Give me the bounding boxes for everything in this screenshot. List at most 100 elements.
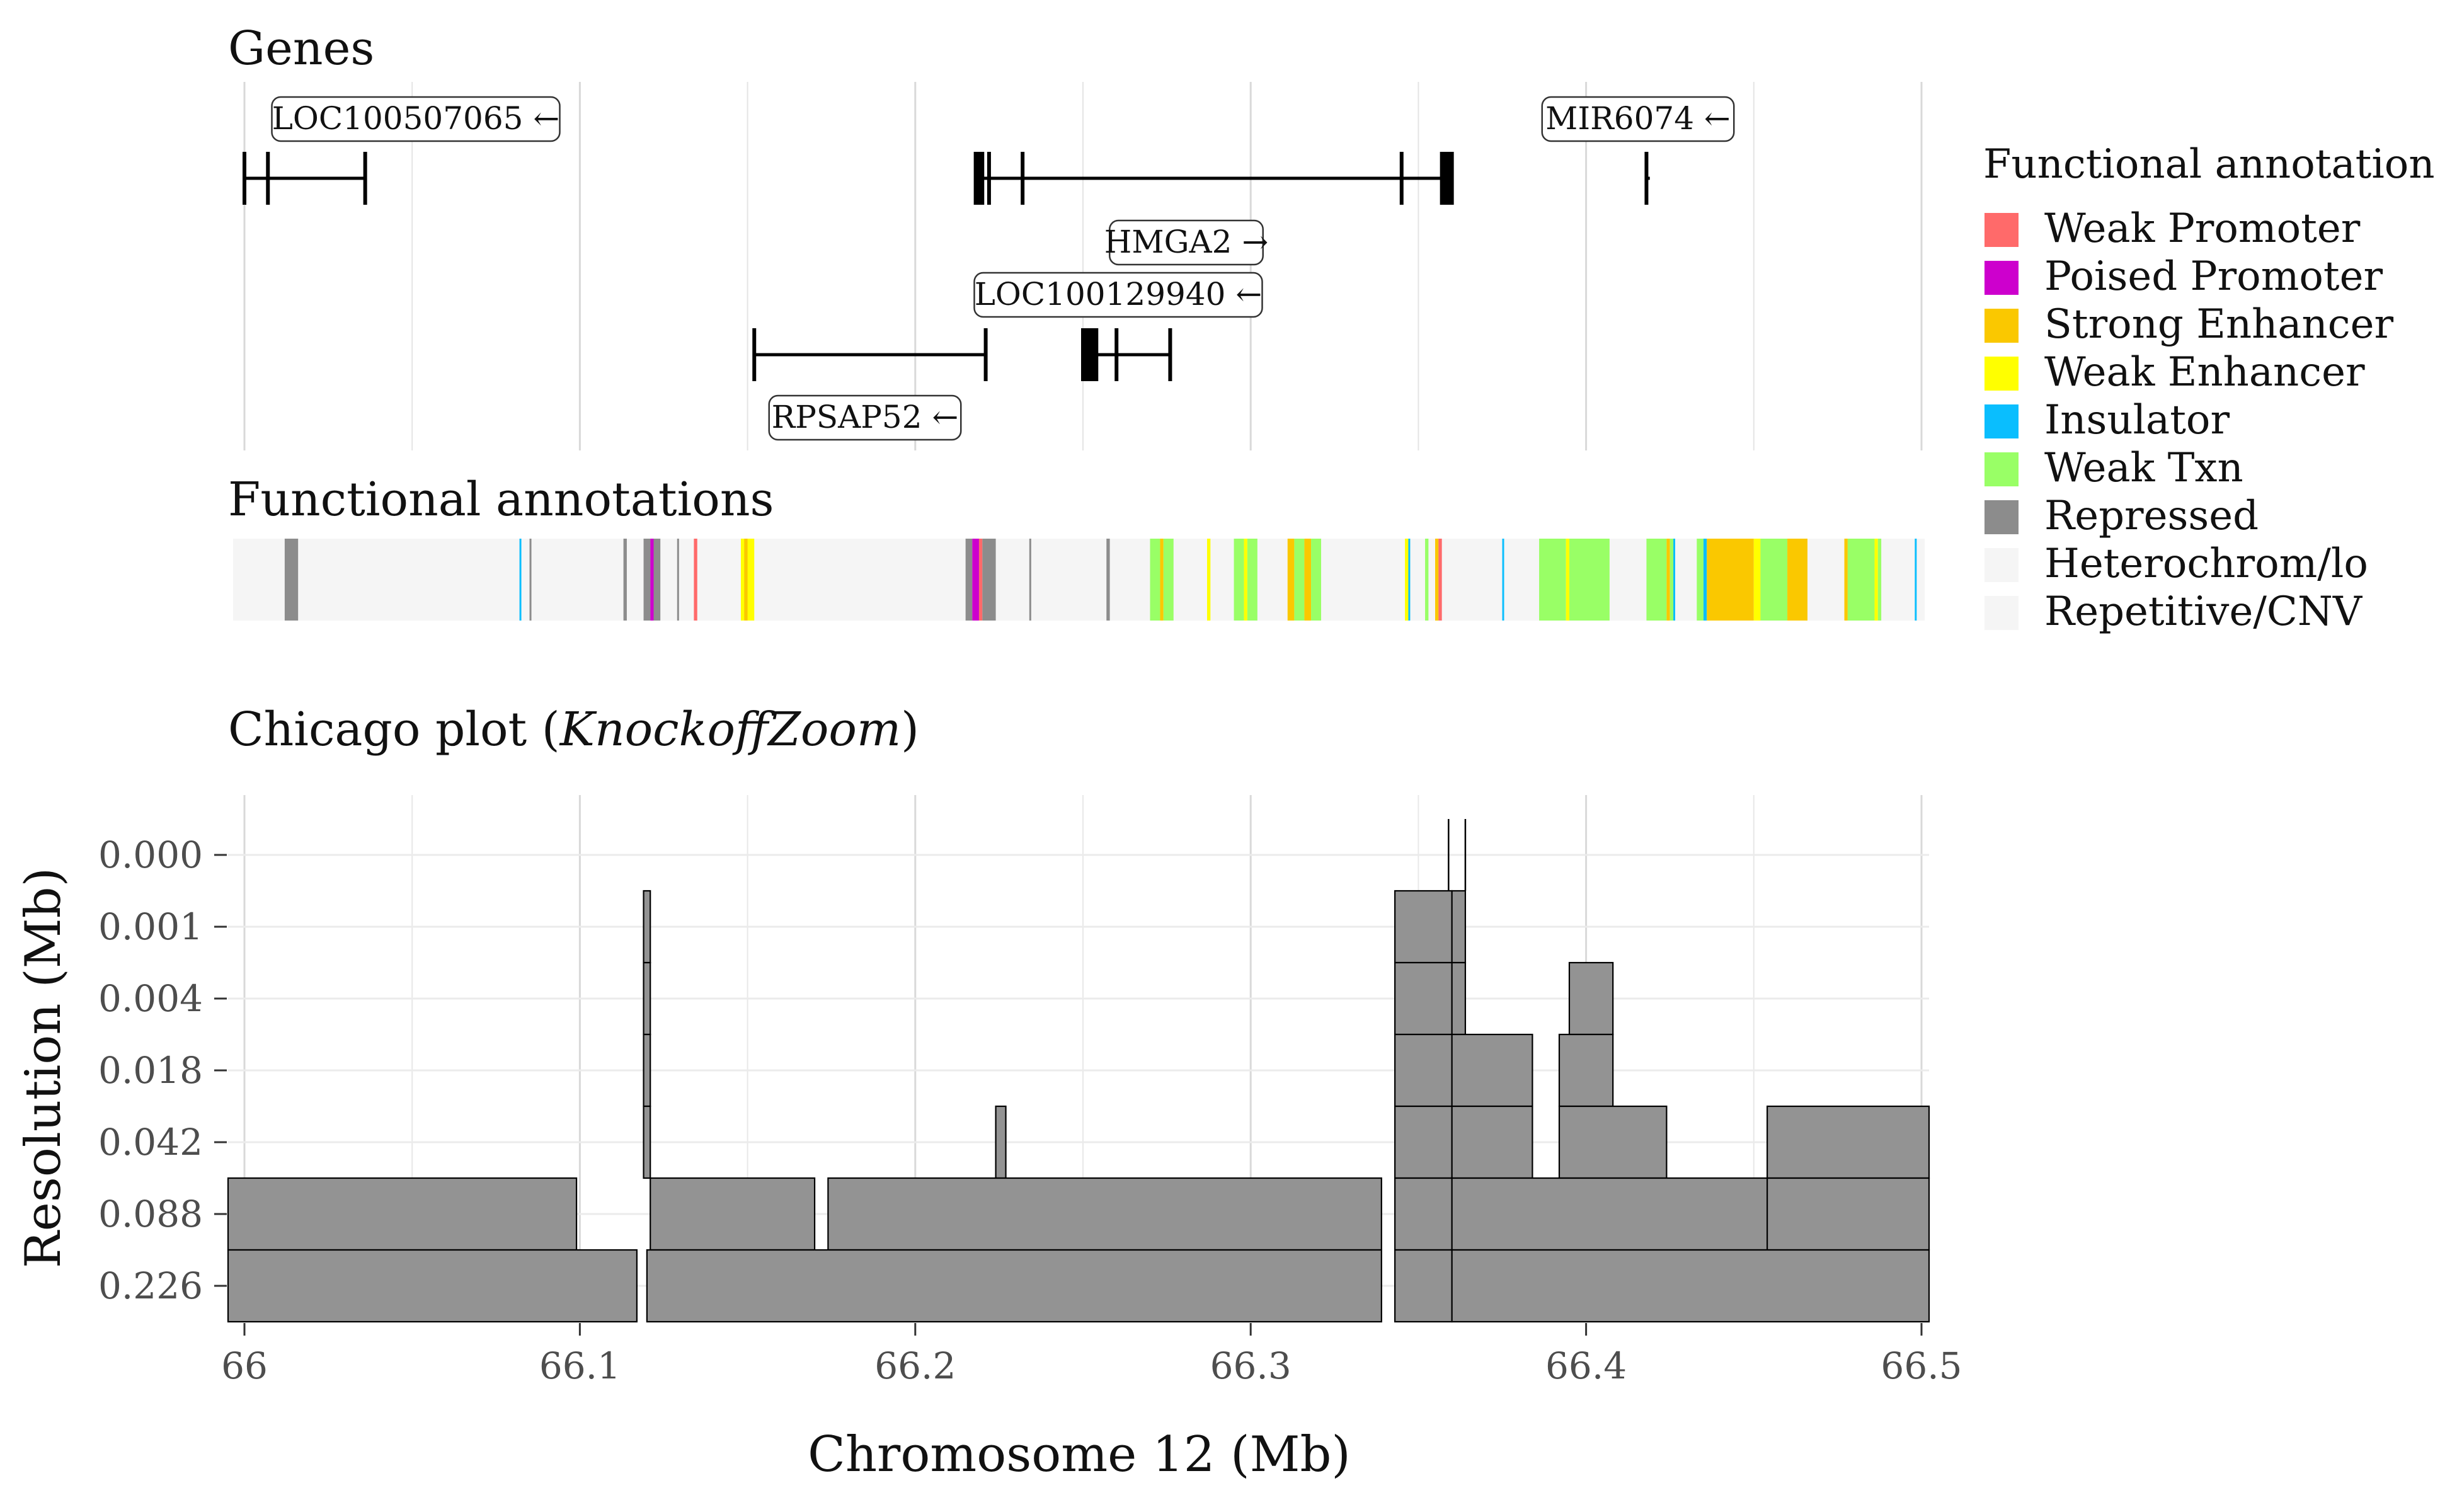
y-tick-label: 0.001 (98, 905, 203, 948)
annotation-segment (1234, 539, 1244, 621)
gene-label-box (271, 96, 561, 142)
x-axis-title: Chromosome 12 (Mb) (808, 1426, 1351, 1483)
annotation-segment (1160, 539, 1164, 621)
legend-label: Strong Enhancer (2044, 301, 2393, 348)
annotation-segment (1244, 539, 1247, 621)
annotation-segment (1844, 539, 1848, 621)
legend-label: Repetitive/CNV (2044, 588, 2363, 635)
annotation-segment (1646, 539, 1667, 621)
interval-bar (1558, 1105, 1668, 1179)
annotation-segment (744, 539, 748, 621)
y-tick-label: 0.088 (98, 1193, 203, 1235)
annotation-segment (643, 539, 651, 621)
gene-label-box (768, 394, 962, 441)
annotation-segment (1847, 539, 1875, 621)
legend-label: Heterochrom/lo (2044, 541, 2368, 587)
y-tick-label: 0.018 (98, 1049, 203, 1092)
annotation-segment (1106, 539, 1110, 621)
annotation-segment (1502, 539, 1504, 621)
annotation-segment (978, 539, 983, 621)
interval-bar (1451, 1177, 1768, 1251)
annotations-track-background (233, 539, 1925, 621)
legend-label: Poised Promoter (2044, 253, 2383, 300)
chicago-panel-title: Chicago plot (KnockoffZoom) (228, 702, 919, 757)
annotations-panel: Functional annotations (228, 472, 1925, 621)
chicago-title-suffix: ) (901, 702, 919, 757)
annotation-segment (1438, 539, 1442, 621)
annotation-segment (1405, 539, 1409, 621)
annotation-segment (677, 539, 679, 621)
interval-bar (1394, 961, 1453, 1036)
interval-bar (1394, 1105, 1453, 1179)
annotation-segment (1304, 539, 1312, 621)
legend-label: Insulator (2044, 397, 2230, 444)
interval-bar (1451, 1105, 1533, 1179)
legend-swatch (1984, 452, 2019, 486)
interval-bar (646, 1249, 1382, 1323)
interval-bar (1394, 1033, 1453, 1108)
y-axis: 0.000 0.001 0.004 0.018 0.042 0.088 0.226 (98, 833, 227, 1307)
interval-bar (1451, 1249, 1930, 1323)
x-tick-label: 66.2 (874, 1344, 956, 1387)
annotation-segment (519, 539, 522, 621)
interval-bar (227, 1177, 578, 1251)
interval-bar (1766, 1105, 1930, 1179)
annotation-segment (529, 539, 532, 621)
y-axis-title: Resolution (Mb) (15, 868, 72, 1268)
genes-panel: Genes LOC100507065 ← HMGA2 → MIR6074 ← RPSA… (228, 21, 1923, 450)
x-tick-label: 66.1 (539, 1344, 621, 1387)
interval-bar (1394, 1177, 1453, 1251)
legend-label: Repressed (2044, 493, 2259, 539)
gene-label-rpsap52: RPSAP52 ← (772, 399, 959, 435)
chicago-title-method: KnockoffZoom (559, 702, 901, 757)
x-axis: 66 66.1 66.2 66.3 66.4 66.5 (221, 1323, 1962, 1387)
annotation-segment (284, 539, 299, 621)
annotation-segment (1029, 539, 1031, 621)
annotation-segment (623, 539, 627, 621)
annotation-segment (1566, 539, 1569, 621)
annotation-segment (1787, 539, 1807, 621)
annotations-track (284, 539, 1917, 621)
interval-bar (1568, 961, 1614, 1036)
gene-label-loc100507065: LOC100507065 ← (272, 100, 560, 137)
legend-title: Functional annotation (1983, 141, 2435, 188)
annotation-segment (1539, 539, 1566, 621)
interval-bar (995, 1105, 1007, 1179)
interval-bar (1451, 890, 1467, 964)
legend-swatch (1984, 404, 2019, 438)
annotation-segment (1915, 539, 1917, 621)
legend: Functional annotation Weak PromoterPoise… (1983, 141, 2435, 635)
interval-bar (1394, 890, 1453, 964)
annotation-segment (1408, 539, 1411, 621)
genes-track: LOC100507065 ← HMGA2 → MIR6074 ← RPSAP52 ← L… (243, 96, 1735, 441)
gene-label-mir6074: MIR6074 ← (1545, 100, 1731, 137)
annotation-segment (1294, 539, 1305, 621)
annotation-segment (1666, 539, 1670, 621)
gene-label-box (973, 272, 1263, 318)
gene-label-loc100129940: LOC100129940 ← (975, 276, 1263, 312)
y-tick-label: 0.226 (98, 1264, 203, 1307)
y-tick-label: 0.042 (98, 1121, 203, 1164)
interval-bar (643, 1033, 651, 1108)
legend-swatch (1984, 500, 2019, 534)
interval-bar (227, 1249, 638, 1323)
annotation-segment (1697, 539, 1704, 621)
annotation-segment (1311, 539, 1322, 621)
interval-bar (643, 1105, 651, 1179)
chicago-title-prefix: Chicago plot ( (228, 702, 560, 757)
x-tick-label: 66.4 (1545, 1344, 1627, 1387)
legend-swatch (1984, 309, 2019, 343)
annotation-segment (653, 539, 661, 621)
interval-bar (1451, 1033, 1533, 1108)
interval-bar (1394, 1249, 1453, 1323)
annotation-segment (1425, 539, 1429, 621)
annotation-segment (1760, 539, 1788, 621)
annotation-segment (1163, 539, 1174, 621)
gene-label-box (1109, 219, 1264, 266)
interval-bar (1558, 1033, 1614, 1108)
annotation-segment (1206, 539, 1211, 621)
annotation-segment (1877, 539, 1882, 621)
annotation-segment (1874, 539, 1878, 621)
